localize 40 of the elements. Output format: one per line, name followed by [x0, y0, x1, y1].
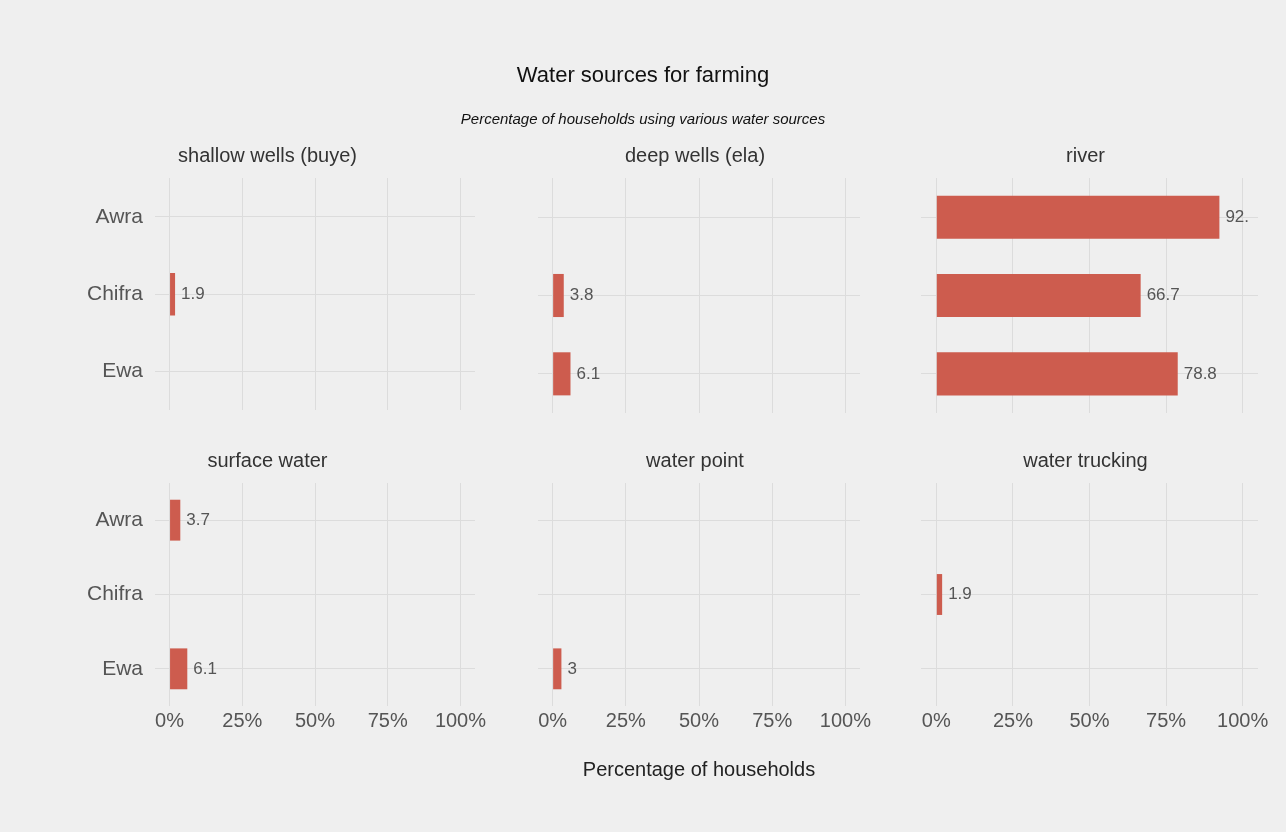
y-tick-label: Chifra — [86, 281, 144, 304]
x-tick-label: 50% — [1069, 708, 1110, 731]
chart-title: water point — [645, 448, 745, 471]
text: Water sources for farming — [515, 62, 771, 88]
data-label: 3.8 — [569, 285, 594, 305]
x-tick-label: 25% — [605, 708, 647, 731]
x-tick-label: 100% — [819, 708, 872, 731]
chart-title: shallow wells (buye) — [178, 143, 357, 166]
chart-title: deep wells (ela) — [624, 143, 766, 166]
data-label: 78.8 — [1183, 363, 1217, 383]
x-tick-label: 25% — [222, 708, 263, 731]
chart-title: surface water — [207, 448, 328, 471]
data-label: 3.7 — [186, 509, 210, 529]
x-tick-label: 25% — [992, 708, 1034, 731]
data-label: 6.1 — [576, 363, 601, 383]
data-label: 1.9 — [948, 584, 972, 604]
x-tick-label: 50% — [294, 708, 336, 731]
data-label: 66.7 — [1146, 285, 1180, 305]
x-tick-label: 100% — [434, 708, 487, 731]
data-label: 6.1 — [193, 658, 217, 678]
x-tick-label: 0% — [155, 708, 185, 731]
x-tick-label: 0% — [538, 708, 568, 731]
y-tick-label: Ewa — [102, 655, 144, 679]
x-tick-label: 75% — [752, 708, 793, 731]
data-label: 1.9 — [181, 283, 205, 303]
x-tick-label: 50% — [678, 708, 720, 731]
text: Percentage of households using various water sources — [459, 110, 827, 127]
y-tick-label: Awra — [95, 506, 144, 530]
chart-title: water trucking — [1022, 448, 1148, 471]
x-tick-label: 75% — [367, 708, 408, 731]
data-label: 92. — [1225, 206, 1250, 226]
x-tick-label: 75% — [1146, 708, 1187, 731]
x-tick-label: 0% — [921, 708, 951, 731]
data-label: 3 — [567, 658, 577, 678]
y-tick-label: Ewa — [102, 358, 144, 382]
x-axis-title: Percentage of households — [582, 757, 816, 780]
y-tick-label: Chifra — [86, 581, 144, 605]
chart-title: river — [1066, 143, 1106, 166]
y-tick-label: Awra — [95, 203, 144, 227]
x-tick-label: 100% — [1217, 708, 1269, 731]
